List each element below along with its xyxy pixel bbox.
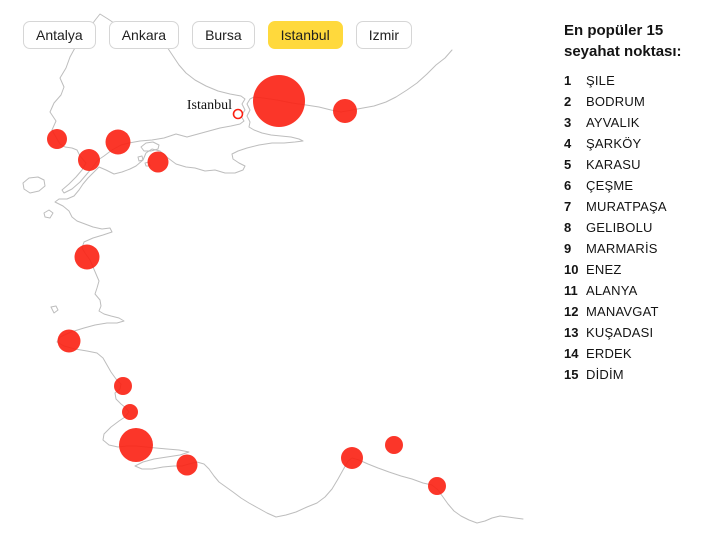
islet-1	[137, 155, 144, 162]
list-item: 11 ALANYA	[564, 283, 714, 304]
list-item: 10 ENEZ	[564, 262, 714, 283]
destination-bubble[interactable]	[114, 377, 132, 395]
destination-bubble[interactable]	[57, 329, 81, 353]
list-item-rank: 9	[564, 241, 572, 256]
island-gokceada	[22, 176, 46, 194]
list-item-name: MURATPAŞA	[586, 199, 667, 214]
list-item-rank: 3	[564, 115, 572, 130]
list-item: 2 BODRUM	[564, 94, 714, 115]
destination-bubble[interactable]	[47, 129, 67, 149]
destination-bubble[interactable]	[341, 447, 363, 469]
list-item: 13 KUŞADASI	[564, 325, 714, 346]
list-item-rank: 10	[564, 262, 579, 277]
island-marmara	[140, 141, 160, 152]
destination-bubble[interactable]	[78, 149, 100, 171]
list-item-name: MARMARİS	[586, 241, 658, 256]
destination-bubble[interactable]	[333, 99, 357, 123]
list-item: 3 AYVALIK	[564, 115, 714, 136]
list-item: 1 ŞILE	[564, 73, 714, 94]
list-item-name: ENEZ	[586, 262, 622, 277]
list-item-rank: 15	[564, 367, 579, 382]
tab-ankara[interactable]: Ankara	[108, 21, 180, 49]
panel-title: En popüler 15 seyahat noktası:	[564, 22, 682, 60]
list-item-rank: 1	[564, 73, 572, 88]
list-item-name: KUŞADASI	[586, 325, 654, 340]
destination-bubble[interactable]	[119, 428, 153, 462]
list-item-name: ŞILE	[586, 73, 615, 88]
list-item: 14 ERDEK	[564, 346, 714, 367]
tab-antalya[interactable]: Antalya	[23, 21, 96, 49]
destination-bubble[interactable]	[385, 436, 403, 454]
list-item-name: ALANYA	[586, 283, 638, 298]
destination-bubble[interactable]	[74, 244, 100, 270]
list-item: 8 GELIBOLU	[564, 220, 714, 241]
destination-bubble[interactable]	[428, 477, 446, 495]
list-item: 4 ŞARKÖY	[564, 136, 714, 157]
destination-bubble[interactable]	[176, 454, 198, 476]
list-item-rank: 4	[564, 136, 572, 151]
list-item-rank: 5	[564, 157, 572, 172]
list-item: 9 MARMARİS	[564, 241, 714, 262]
island-bozcaada	[43, 209, 54, 219]
istanbul-city-marker	[232, 108, 244, 120]
list-item-name: MANAVGAT	[586, 304, 659, 319]
list-item: 7 MURATPAŞA	[564, 199, 714, 220]
list-item: 12 MANAVGAT	[564, 304, 714, 325]
list-item-name: ÇEŞME	[586, 178, 634, 193]
list-item-rank: 14	[564, 346, 579, 361]
list-item-name: BODRUM	[586, 94, 645, 109]
coastline-anatolia	[54, 49, 524, 524]
list-item-rank: 7	[564, 199, 572, 214]
list-item-rank: 2	[564, 94, 572, 109]
list-item: 5 KARASU	[564, 157, 714, 178]
destination-list: 1 ŞILE 2 BODRUM 3 AYVALIK 4 ŞARKÖY 5 KARASU 6 ÇEŞME…	[564, 73, 714, 388]
city-tab-bar: Antalya Ankara Bursa Istanbul Izmir	[23, 21, 413, 49]
list-item-rank: 8	[564, 220, 572, 235]
list-item-name: GELIBOLU	[586, 220, 653, 235]
list-item-name: AYVALIK	[586, 115, 640, 130]
list-item-rank: 11	[564, 283, 578, 298]
list-item-rank: 12	[564, 304, 579, 319]
tab-izmir[interactable]: Izmir	[355, 21, 413, 49]
popular-destinations-panel: En popüler 15 seyahat noktası: 1 ŞILE 2 BOD…	[564, 20, 714, 388]
destination-bubble[interactable]	[253, 75, 305, 127]
istanbul-city-label: Istanbul	[187, 98, 232, 113]
destination-bubble[interactable]	[105, 129, 131, 155]
list-item-rank: 6	[564, 178, 572, 193]
tab-istanbul[interactable]: Istanbul	[267, 21, 343, 49]
list-item: 15 DİDİM	[564, 367, 714, 388]
destination-bubble[interactable]	[147, 151, 169, 173]
list-item: 6 ÇEŞME	[564, 178, 714, 199]
tab-bursa[interactable]: Bursa	[192, 21, 255, 49]
list-item-name: ŞARKÖY	[586, 136, 642, 151]
list-item-name: DİDİM	[586, 367, 624, 382]
list-item-name: KARASU	[586, 157, 641, 172]
list-item-rank: 13	[564, 325, 579, 340]
bubble-layer	[47, 75, 446, 495]
destination-bubble[interactable]	[122, 404, 138, 420]
islet-3	[50, 305, 59, 314]
list-item-name: ERDEK	[586, 346, 632, 361]
